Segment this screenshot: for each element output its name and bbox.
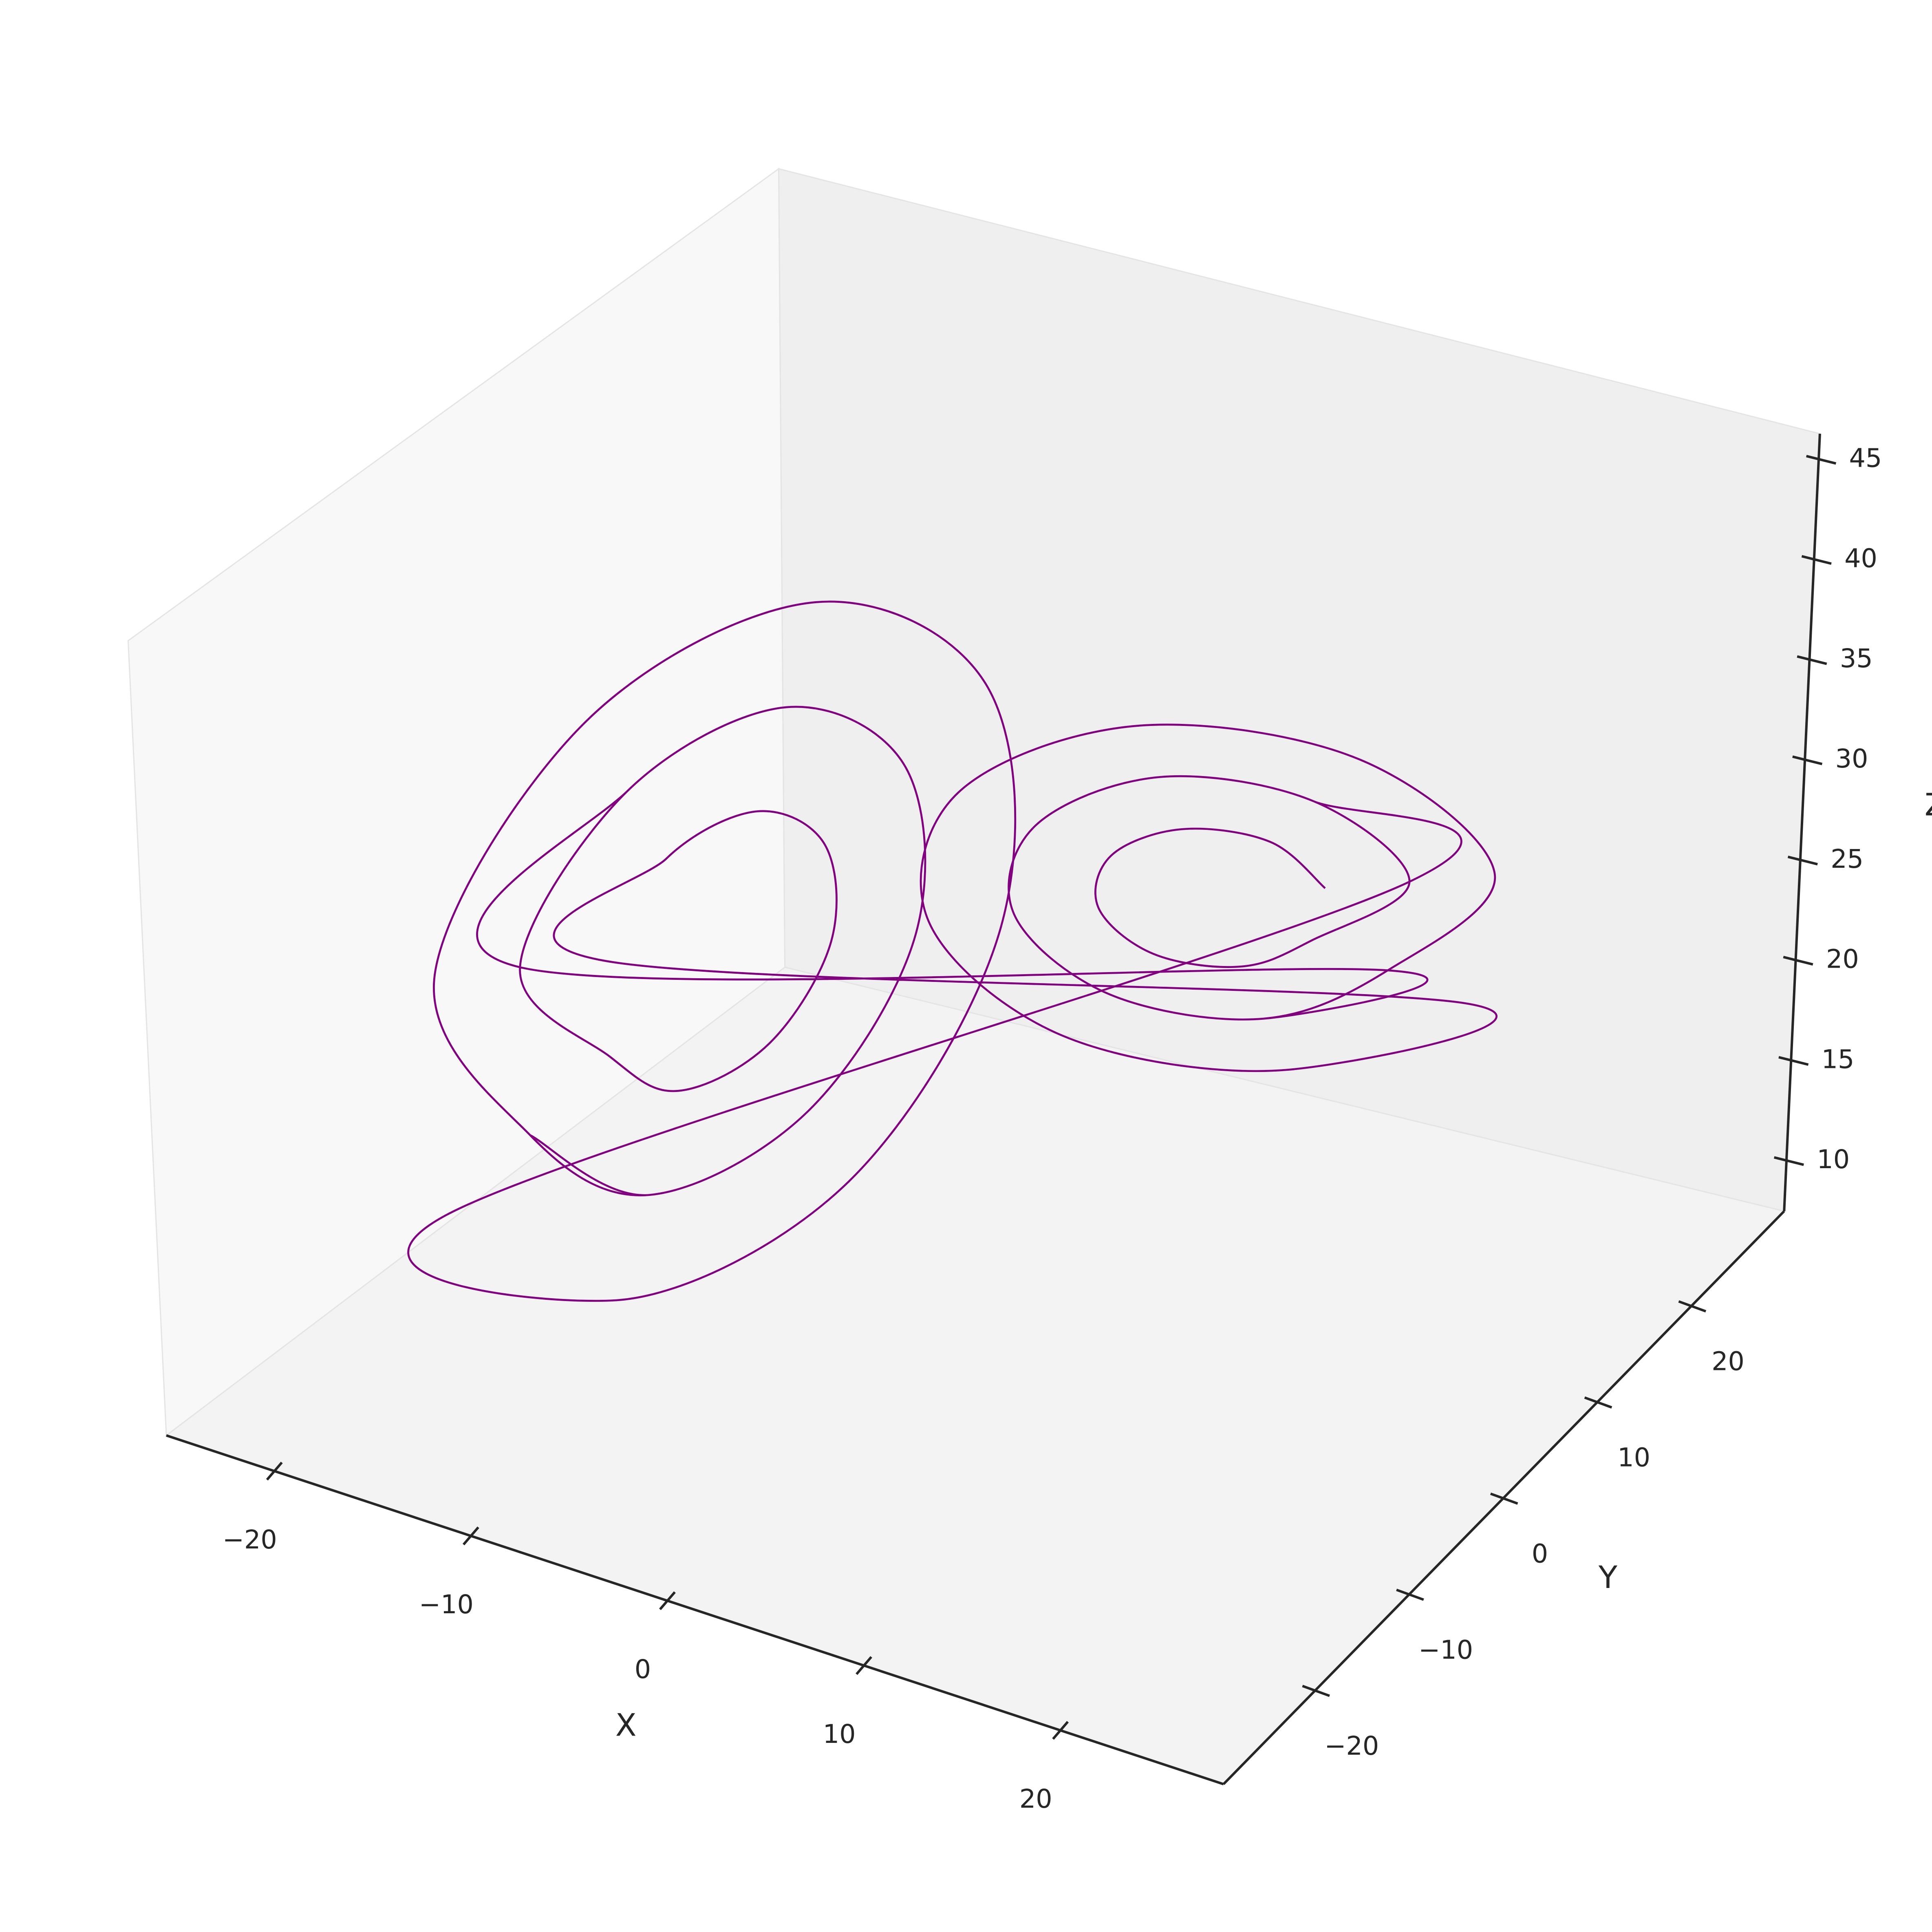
x-tick-label: −10 (419, 1589, 474, 1619)
z-tick (1787, 856, 1818, 866)
z-tick-label: 25 (1831, 844, 1864, 874)
z-tick-label: 15 (1822, 1044, 1855, 1074)
plot-area (407, 600, 1498, 1302)
z-tick (1792, 755, 1823, 765)
z-tick-label: 40 (1844, 543, 1877, 573)
z-tick-label: 45 (1849, 443, 1882, 473)
x-axis-label: X (615, 1707, 637, 1743)
z-tick-label: 10 (1817, 1144, 1850, 1174)
y-axis-label: Y (1598, 1559, 1618, 1595)
y-tick (1396, 1588, 1424, 1601)
z-tick (1773, 1156, 1804, 1166)
x-tick-label: −20 (223, 1524, 277, 1555)
z-tick-label: 30 (1835, 743, 1868, 774)
y-tick-label: −10 (1418, 1634, 1473, 1665)
z-tick-label: 35 (1840, 643, 1873, 673)
x-tick-label: 20 (1019, 1784, 1052, 1814)
z-tick (1801, 555, 1832, 565)
z-axis-label: Z (1925, 787, 1932, 823)
z-tick (1778, 1056, 1809, 1066)
z-tick (1783, 956, 1813, 966)
y-tick-label: 10 (1617, 1442, 1650, 1473)
z-tick (1797, 655, 1827, 665)
x-tick (266, 1462, 283, 1481)
y-tick-label: −20 (1324, 1731, 1379, 1761)
x-axis (166, 1434, 1224, 1786)
z-tick-label: 20 (1826, 944, 1859, 974)
x-tick-label: 10 (823, 1719, 856, 1749)
x-tick-label: 0 (635, 1654, 651, 1684)
y-tick-label: 0 (1532, 1538, 1548, 1568)
y-tick (1584, 1396, 1612, 1409)
y-tick (1490, 1492, 1518, 1505)
trajectory (407, 600, 1498, 1302)
y-tick (1302, 1685, 1330, 1697)
z-axis (1783, 433, 1821, 1211)
x-tick (659, 1591, 676, 1610)
z-tick (1806, 454, 1837, 465)
x-tick (1052, 1721, 1069, 1740)
x-tick (462, 1526, 479, 1546)
x-tick (856, 1656, 872, 1675)
y-tick-label: 20 (1711, 1346, 1745, 1376)
y-tick (1678, 1300, 1707, 1312)
